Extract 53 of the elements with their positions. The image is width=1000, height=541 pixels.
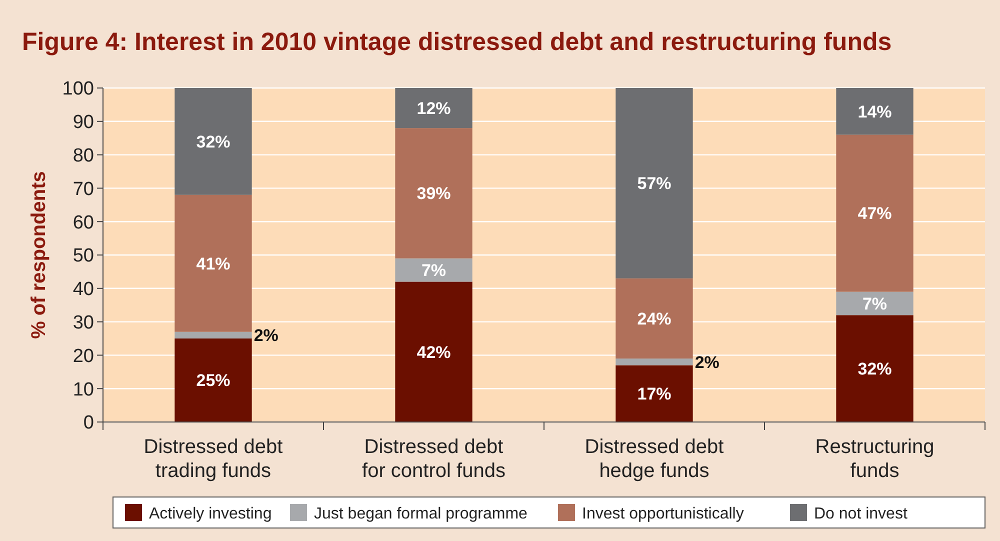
bar xyxy=(395,282,472,422)
bar xyxy=(174,338,252,422)
y-tick-label: 80 xyxy=(72,145,94,166)
legend-label: Do not invest xyxy=(814,506,908,523)
chart-title: Figure 4: Interest in 2010 vintage distressed debt and restructuring funds xyxy=(22,28,892,56)
data-label: 2% xyxy=(694,352,720,372)
legend-label: Actively investing xyxy=(149,506,272,523)
x-tick-label: Distressed debt trading funds xyxy=(144,436,284,482)
data-label: 24% xyxy=(637,309,672,328)
bar xyxy=(616,88,693,278)
x-tick-label: Distressed debt hedge funds xyxy=(584,436,724,482)
bar xyxy=(395,128,472,258)
y-tick-label: 50 xyxy=(72,246,94,267)
data-label: 7% xyxy=(862,294,888,314)
legend-label: Just began formal programme xyxy=(314,506,528,523)
data-label: 42% xyxy=(416,342,451,362)
bar xyxy=(616,278,693,359)
data-label: 2% xyxy=(254,326,278,346)
legend-label: Invest opportunistically xyxy=(582,506,744,523)
y-tick-label: 20 xyxy=(72,346,94,367)
x-tick-label: Restructuring funds xyxy=(815,436,934,482)
bar xyxy=(395,258,472,282)
data-label: 17% xyxy=(637,384,672,404)
y-tick-label: 0 xyxy=(83,412,94,434)
y-tick-label: 70 xyxy=(72,178,94,200)
bar xyxy=(836,292,914,316)
data-label: 14% xyxy=(858,102,892,122)
y-tick-label: 90 xyxy=(72,112,94,134)
data-label: 32% xyxy=(196,132,230,152)
data-label: 41% xyxy=(196,254,230,274)
y-tick-label: 10 xyxy=(72,379,94,400)
data-label: 47% xyxy=(858,204,892,224)
x-tick-label: Distressed debt for control funds xyxy=(362,436,506,482)
y-tick-label: 100 xyxy=(62,78,94,100)
y-axis-title: % of respondents xyxy=(28,171,50,339)
data-label: 39% xyxy=(416,184,451,204)
data-label: 12% xyxy=(416,98,451,118)
data-label: 25% xyxy=(196,371,230,390)
bar xyxy=(174,332,252,338)
bar xyxy=(174,88,252,195)
bar xyxy=(836,315,914,422)
y-tick-label: 60 xyxy=(72,212,94,234)
data-label: 7% xyxy=(421,260,446,280)
y-tick-label: 40 xyxy=(72,279,94,300)
data-label: 32% xyxy=(858,360,892,379)
bar xyxy=(836,88,914,135)
bar xyxy=(395,88,472,128)
bar xyxy=(616,358,693,366)
data-label: 57% xyxy=(637,174,672,194)
bar xyxy=(174,194,252,332)
y-tick-label: 30 xyxy=(72,312,94,334)
bar xyxy=(836,134,914,292)
bar xyxy=(616,365,693,422)
